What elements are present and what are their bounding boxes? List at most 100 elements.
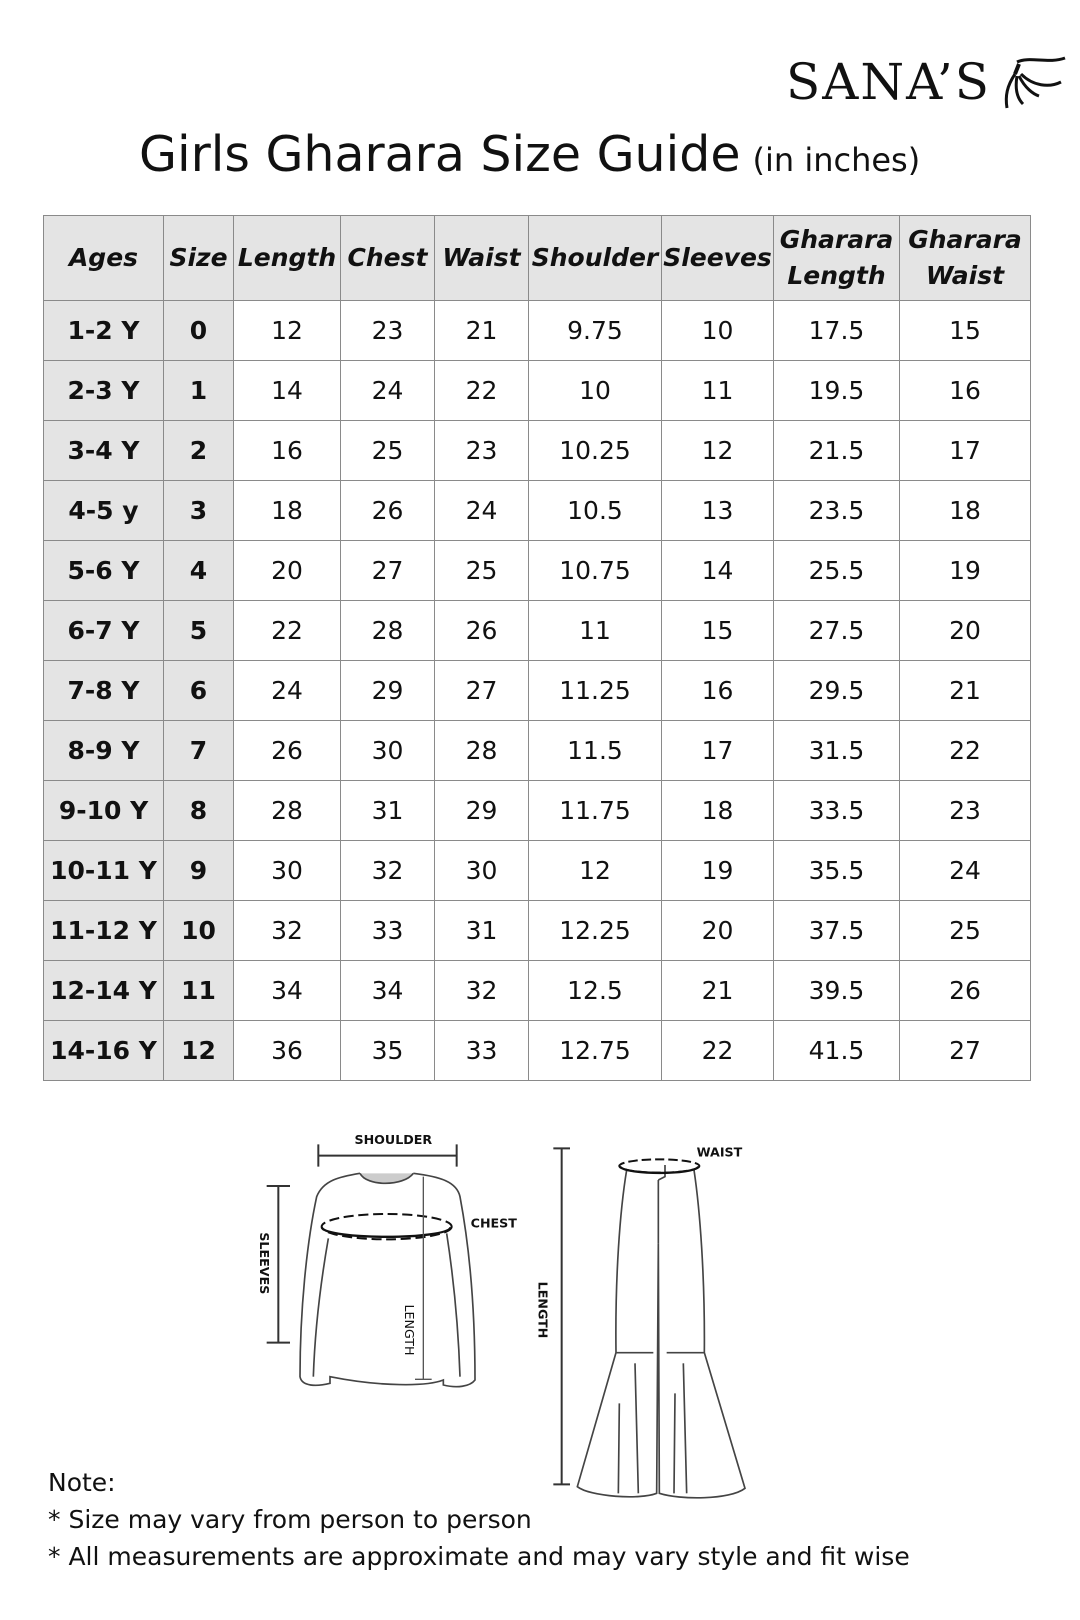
table-cell: 15 [899,300,1031,361]
sleeves-label: SLEEVES [257,1232,272,1294]
table-cell: 24 [340,360,435,421]
table-cell: 14-16 Y [43,1020,164,1081]
table-cell: 21.5 [773,420,900,481]
table-cell: 28 [233,780,341,841]
table-cell: 10 [528,360,662,421]
table-row: 7-8 Y 6 24 29 27 11.25 16 29.5 21 [43,660,1031,721]
table-cell: 8 [163,780,234,841]
note-item: * All measurements are approximate and m… [48,1542,910,1571]
table-cell: 28 [434,720,529,781]
table-cell: 20 [899,600,1031,661]
column-header: Gharara Length [773,215,900,301]
table-cell: 17.5 [773,300,900,361]
table-cell: 33 [434,1020,529,1081]
table-cell: 3 [163,480,234,541]
table-cell: 25.5 [773,540,900,601]
column-header: Size [163,215,234,301]
table-cell: 22 [434,360,529,421]
table-cell: 11.75 [528,780,662,841]
table-cell: 22 [661,1020,774,1081]
table-cell: 28 [340,600,435,661]
measurement-diagram: SHOULDER CHEST SLEEVES LENGTH WAIST LENG… [257,1132,746,1499]
table-cell: 16 [661,660,774,721]
table-cell: 18 [899,480,1031,541]
table-cell: 11 [528,600,662,661]
table-cell: 12 [528,840,662,901]
table-cell: 20 [661,900,774,961]
table-row: 10-11 Y 9 30 32 30 12 19 35.5 24 [43,840,1031,901]
bottom-length-label: LENGTH [535,1282,550,1339]
table-cell: 29.5 [773,660,900,721]
header-row: Ages Size Length Chest Waist Shoulder Sleeves G… [43,215,1031,301]
table-cell: 26 [434,600,529,661]
brand-name: SANA’S [786,53,992,111]
table-cell: 0 [163,300,234,361]
table-row: 2-3 Y 1 14 24 22 10 11 19.5 16 [43,360,1031,421]
table-cell: 2 [163,420,234,481]
page-title: Girls Gharara Size Guide (in inches) [139,126,920,183]
table-cell: 17 [661,720,774,781]
table-cell: 23 [434,420,529,481]
table-cell: 3-4 Y [43,420,164,481]
table-row: 8-9 Y 7 26 30 28 11.5 17 31.5 22 [43,720,1031,781]
table-cell: 33 [340,900,435,961]
table-cell: 19 [899,540,1031,601]
column-header: Gharara Waist [899,215,1031,301]
table-cell: 1-2 Y [43,300,164,361]
table-cell: 7 [163,720,234,781]
title-main: Girls Gharara Size Guide [139,126,741,183]
column-header: Waist [434,215,529,301]
table-cell: 9-10 Y [43,780,164,841]
table-cell: 36 [233,1020,341,1081]
table-cell: 27 [434,660,529,721]
table-cell: 23.5 [773,480,900,541]
table-cell: 35.5 [773,840,900,901]
size-table: Ages Size Length Chest Waist Shoulder Sleeves G… [43,215,1031,1081]
table-cell: 39.5 [773,960,900,1021]
table-cell: 34 [233,960,341,1021]
table-cell: 34 [340,960,435,1021]
table-cell: 18 [661,780,774,841]
table-row: 4-5 y 3 18 26 24 10.5 13 23.5 18 [43,480,1031,541]
top-garment-drawing [299,1172,476,1388]
table-cell: 26 [340,480,435,541]
table-row: 9-10 Y 8 28 31 29 11.75 18 33.5 23 [43,780,1031,841]
table-cell: 7-8 Y [43,660,164,721]
table-cell: 25 [340,420,435,481]
table-cell: 16 [899,360,1031,421]
table-cell: 12.5 [528,960,662,1021]
table-cell: 19.5 [773,360,900,421]
table-cell: 35 [340,1020,435,1081]
table-cell: 32 [233,900,341,961]
table-cell: 29 [340,660,435,721]
table-cell: 8-9 Y [43,720,164,781]
table-cell: 24 [434,480,529,541]
table-cell: 12-14 Y [43,960,164,1021]
table-cell: 26 [899,960,1031,1021]
notes: Note: * Size may vary from person to per… [48,1464,910,1575]
column-header: Length [233,215,341,301]
table-cell: 23 [899,780,1031,841]
table-cell: 25 [899,900,1031,961]
table-cell: 5-6 Y [43,540,164,601]
table-cell: 27 [340,540,435,601]
table-cell: 13 [661,480,774,541]
table-cell: 11.5 [528,720,662,781]
table-cell: 32 [434,960,529,1021]
table-cell: 12 [163,1020,234,1081]
table-cell: 31 [434,900,529,961]
table-row: 5-6 Y 4 20 27 25 10.75 14 25.5 19 [43,540,1031,601]
table-cell: 11 [661,360,774,421]
table-cell: 31 [340,780,435,841]
table-cell: 27.5 [773,600,900,661]
table-cell: 24 [899,840,1031,901]
table-cell: 20 [233,540,341,601]
top-length-label: LENGTH [402,1304,417,1355]
table-cell: 29 [434,780,529,841]
table-cell: 17 [899,420,1031,481]
table-cell: 21 [661,960,774,1021]
table-cell: 14 [233,360,341,421]
table-cell: 15 [661,600,774,661]
table-cell: 5 [163,600,234,661]
column-header: Ages [43,215,164,301]
